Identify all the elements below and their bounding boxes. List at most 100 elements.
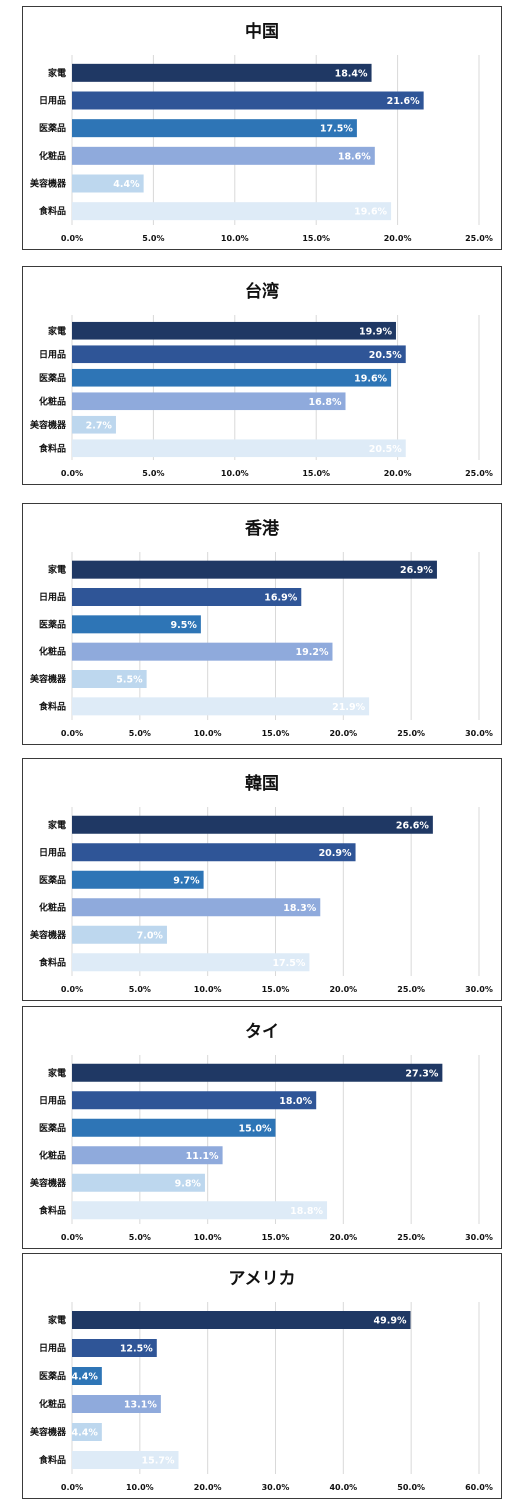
bar: [72, 1201, 328, 1220]
category-label: 化粧品: [39, 1398, 66, 1410]
x-tick-label: 0.0%: [61, 234, 83, 243]
data-label: 20.5%: [369, 350, 402, 361]
data-label: 9.7%: [173, 875, 200, 886]
x-tick-label: 10.0%: [221, 234, 249, 243]
category-label: 美容機器: [30, 1177, 67, 1189]
bar: [72, 898, 321, 917]
chart-svg: 中国 0.0% 5.0% 10.0% 15.0% 20.0% 25.0% 家電 18.4% 日用品…: [30, 21, 493, 243]
x-tick-label: 50.0%: [397, 1483, 425, 1492]
category-label: 日用品: [39, 592, 66, 603]
bar: [72, 843, 356, 862]
category-label: 化粧品: [39, 150, 66, 162]
bar: [72, 439, 406, 458]
x-tick-label: 60.0%: [465, 1483, 493, 1492]
bar: [72, 1395, 161, 1413]
bar: [72, 697, 370, 716]
chart-svg: アメリカ 0.0% 10.0% 20.0% 30.0% 40.0% 50.0% 60.0% 家電…: [30, 1269, 493, 1492]
data-label: 15.0%: [239, 1123, 272, 1134]
data-label: 49.9%: [374, 1316, 407, 1327]
data-label: 18.6%: [338, 151, 371, 162]
category-label: 日用品: [39, 1095, 66, 1106]
category-label: 食料品: [38, 442, 66, 454]
data-label: 20.5%: [369, 444, 402, 455]
bar: [72, 345, 406, 364]
category-label: 家電: [48, 1067, 66, 1079]
data-label: 17.5%: [320, 124, 353, 135]
chart-title: 韓国: [245, 773, 279, 794]
x-tick-label: 20.0%: [194, 1483, 222, 1492]
data-label: 11.1%: [186, 1151, 219, 1162]
x-tick-label: 25.0%: [465, 469, 493, 478]
category-label: 食料品: [38, 1204, 66, 1216]
category-label: 医薬品: [39, 122, 66, 134]
data-label: 7.0%: [137, 930, 164, 941]
x-tick-label: 40.0%: [329, 1483, 357, 1492]
x-tick-label: 30.0%: [465, 985, 493, 994]
data-label: 16.9%: [264, 593, 297, 604]
category-label: 日用品: [39, 847, 66, 858]
chart-panel-korea: 韓国 0.0% 5.0% 10.0% 15.0% 20.0% 25.0% 30.0% 家電 26.…: [22, 758, 502, 1001]
x-tick-label: 15.0%: [262, 1233, 290, 1242]
category-label: 医薬品: [39, 1370, 66, 1382]
data-label: 5.5%: [116, 675, 143, 686]
category-label: 美容機器: [30, 178, 67, 190]
data-label: 4.4%: [71, 1428, 98, 1439]
x-tick-label: 30.0%: [465, 729, 493, 738]
x-tick-label: 20.0%: [329, 729, 357, 738]
bar: [72, 202, 392, 221]
data-label: 18.3%: [283, 903, 316, 914]
x-tick-label: 10.0%: [194, 985, 222, 994]
x-tick-label: 25.0%: [397, 985, 425, 994]
x-tick-label: 5.0%: [142, 469, 164, 478]
data-label: 4.4%: [113, 179, 140, 190]
chart-svg: 韓国 0.0% 5.0% 10.0% 15.0% 20.0% 25.0% 30.0% 家電 26.…: [30, 773, 493, 994]
category-label: 医薬品: [39, 1122, 66, 1134]
data-label: 4.4%: [71, 1372, 98, 1383]
bar: [72, 1118, 276, 1137]
bar: [72, 368, 392, 387]
data-label: 26.9%: [400, 565, 433, 576]
bar: [72, 925, 167, 944]
data-label: 21.6%: [387, 96, 420, 107]
chart-title: タイ: [245, 1022, 279, 1042]
data-label: 9.8%: [175, 1178, 202, 1189]
bar: [72, 1367, 102, 1385]
x-tick-label: 0.0%: [61, 1233, 83, 1242]
category-label: 家電: [48, 819, 66, 831]
category-label: 食料品: [38, 205, 66, 217]
x-tick-label: 20.0%: [384, 234, 412, 243]
data-label: 18.4%: [335, 68, 368, 79]
x-tick-label: 20.0%: [384, 469, 412, 478]
x-tick-label: 15.0%: [262, 729, 290, 738]
x-tick-label: 5.0%: [129, 1233, 151, 1242]
data-label: 18.0%: [279, 1096, 312, 1107]
category-label: 医薬品: [39, 618, 66, 630]
bar: [72, 953, 310, 972]
bar: [72, 415, 116, 434]
chart-panel-china: 中国 0.0% 5.0% 10.0% 15.0% 20.0% 25.0% 家電 18.4% 日用品…: [22, 6, 502, 250]
bar: [72, 321, 396, 340]
chart-svg: タイ 0.0% 5.0% 10.0% 15.0% 20.0% 25.0% 30.0% 家電 27.…: [30, 1022, 493, 1242]
data-label: 19.2%: [296, 647, 329, 658]
chart-panel-taiwan: 台湾 0.0% 5.0% 10.0% 15.0% 20.0% 25.0% 家電 19.9% 日用品…: [22, 266, 502, 485]
chart-panel-usa: アメリカ 0.0% 10.0% 20.0% 30.0% 40.0% 50.0% 60.0% 家電…: [22, 1253, 502, 1499]
bar: [72, 870, 204, 889]
category-label: 化粧品: [39, 646, 66, 658]
x-tick-label: 25.0%: [465, 234, 493, 243]
x-tick-label: 25.0%: [397, 1233, 425, 1242]
category-label: 美容機器: [30, 419, 67, 431]
category-label: 化粧品: [39, 395, 66, 407]
category-label: 美容機器: [30, 673, 67, 685]
bar: [72, 815, 433, 834]
data-label: 20.9%: [319, 848, 352, 859]
data-label: 13.1%: [124, 1400, 157, 1411]
x-tick-label: 0.0%: [61, 985, 83, 994]
bar: [72, 1091, 317, 1110]
category-label: 日用品: [39, 349, 66, 360]
category-label: 化粧品: [39, 901, 66, 913]
category-label: 医薬品: [39, 372, 66, 384]
chart-svg: 台湾 0.0% 5.0% 10.0% 15.0% 20.0% 25.0% 家電 19.9% 日用品…: [30, 281, 493, 478]
x-tick-label: 20.0%: [329, 985, 357, 994]
x-tick-label: 10.0%: [126, 1483, 154, 1492]
x-tick-label: 5.0%: [129, 729, 151, 738]
